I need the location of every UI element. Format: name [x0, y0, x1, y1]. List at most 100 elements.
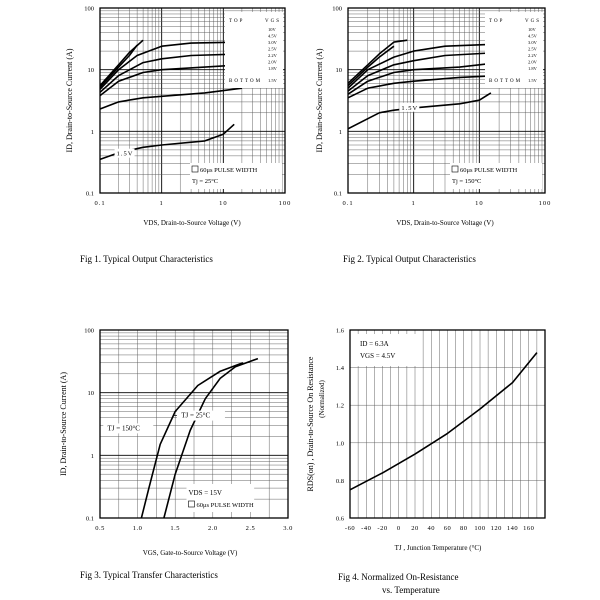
legend-entry: 4.5V [528, 34, 538, 39]
plot-frame [99, 329, 289, 519]
series-label-bg [103, 423, 154, 434]
legend-header-top: TOP [229, 19, 244, 24]
x-tick-label: 1.0 [133, 525, 143, 532]
x-tick-label: 100 [474, 525, 485, 532]
x-tick-label: 1 [160, 200, 164, 207]
series-line-3-0v [99, 41, 242, 90]
temperature-label: Tj = 150°C [452, 178, 481, 185]
series-line-10v [347, 39, 408, 84]
series-line-2-5v [347, 51, 500, 92]
legend-entry: 1.8V [528, 66, 538, 71]
chart-fig3: 0.5 1.0 1.5 2.0 2.5 3.0 0.1 1 10 100 VGS, Gate-to-… [59, 328, 293, 581]
x-tick-label: 0.1 [94, 200, 105, 207]
y-axis-label: ID, Drain-to-Source Current (A) [315, 48, 324, 152]
plot-frame [347, 7, 546, 194]
y-tick-label: 0.1 [86, 516, 94, 523]
series-group [349, 352, 538, 491]
y-tick-label: 1.6 [336, 328, 345, 335]
id-condition-label: ID = 6.3A [360, 340, 389, 348]
annotation-box [190, 163, 282, 189]
series-label-bg [176, 410, 225, 421]
x-tick-label: 100 [539, 200, 552, 207]
legend-bottom-label: BOTTOM [229, 79, 262, 84]
legend-entry: 3.0V [528, 40, 538, 45]
pulse-width-label: 60μs PULSE WIDTH [200, 167, 257, 174]
curve-label: 1.5V [401, 105, 418, 112]
legend-entry: 1.8V [268, 66, 278, 71]
x-tick-label: 160 [523, 525, 534, 532]
vds-label: VDS = 15V [188, 489, 222, 497]
x-tick-label: 2.0 [208, 525, 218, 532]
series-label-tj150: TJ = 150°C [108, 424, 141, 432]
series-line-1-5v [347, 92, 492, 130]
temperature-label: Tj = 25°C [192, 178, 218, 185]
x-tick-label: 20 [411, 525, 419, 532]
x-tick-label: 80 [460, 525, 468, 532]
x-tick-label: -60 [345, 525, 355, 532]
curve-label: 1.5V [117, 151, 134, 158]
chart-title: Fig 2. Typical Output Characteristics [343, 254, 476, 264]
plot-frame [99, 7, 286, 194]
legend-bottom-label: BOTTOM [489, 79, 522, 84]
legend-entry: 2.5V [528, 47, 538, 52]
chart-title: Fig 1. Typical Output Characteristics [80, 254, 213, 264]
vgs-condition-label: VGS = 4.5V [360, 352, 395, 360]
series-label-tj25: TJ = 25°C [181, 412, 210, 420]
y-tick-label: 10 [88, 390, 95, 397]
y-tick-label: 1 [91, 129, 94, 136]
y-tick-label: 1.0 [336, 440, 344, 447]
checkbox-icon [191, 165, 199, 173]
series-line-tj-25-c [163, 357, 259, 519]
y-tick-label: 100 [84, 6, 94, 13]
legend-box [225, 12, 283, 88]
x-tick-label: 40 [428, 525, 436, 532]
series-line-2-5v [99, 53, 242, 93]
x-tick-label: 3.0 [283, 525, 293, 532]
series-line-2-0v [347, 74, 500, 99]
pulse-width-label: 60μs PULSE WIDTH [460, 167, 517, 174]
legend-bottom-entry: 1.5V [268, 78, 278, 83]
chart-fig1: 0.1 1 10 100 0.1 1 10 100 VDS, Drain-to-Source V… [65, 6, 292, 265]
legend-entry: 3.0V [268, 40, 278, 45]
y-axis-label-2: (Normalized) [318, 379, 326, 417]
series-group [347, 39, 500, 130]
y-tick-label: 100 [84, 328, 94, 335]
x-tick-label: 2.5 [246, 525, 256, 532]
x-axis-label: VDS, Drain-to-Source Voltage (V) [143, 219, 241, 227]
y-axis-label: ID, Drain-to-Source Current (A) [65, 48, 74, 152]
pulse-width-label: 60μs PULSE WIDTH [196, 502, 253, 509]
x-tick-label: 0 [397, 525, 401, 532]
legend-entry: 2.0V [268, 60, 278, 65]
chart-title: Fig 3. Typical Transfer Characteristics [80, 570, 218, 580]
legend-entry: 2.2V [268, 53, 278, 58]
series-line-tj-150-c [140, 362, 244, 519]
chart-fig4: -60 -40 -20 0 20 40 60 80 100 120 140 160 0.6 0.8 1.0 1… [306, 328, 546, 595]
x-tick-label: 120 [491, 525, 502, 532]
y-tick-label: 100 [332, 6, 342, 13]
plot-frame [349, 329, 546, 519]
x-axis-label: VDS, Drain-to-Source Voltage (V) [396, 219, 494, 227]
x-tick-label: 100 [279, 200, 292, 207]
legend-entry: 10V [268, 27, 277, 32]
legend-bottom-entry: 1.5V [528, 78, 538, 83]
legend: TOP VGS 10V 4.5V3.0V 2.5V2.2V 2.0V1.8V BOTTOM 1… [225, 12, 283, 88]
legend-entry: 2.0V [528, 60, 538, 65]
annotation-box [354, 334, 416, 366]
y-axis-label: RDS(on) , Drain-to-Source On Resistance [306, 356, 315, 491]
series-line-2-2v [99, 64, 242, 97]
chart-title: Fig 4. Normalized On-Resistance [338, 572, 458, 582]
grid [347, 7, 546, 194]
x-tick-label: -40 [361, 525, 371, 532]
legend-entry: 4.5V [268, 34, 278, 39]
legend-header-vgs: VGS [265, 19, 281, 24]
x-tick-label: 0.5 [95, 525, 105, 532]
legend-entry: 10V [528, 27, 537, 32]
series-line-rds-on- [349, 352, 538, 491]
series-line-4-5v [347, 45, 395, 87]
x-tick-label: 60 [444, 525, 452, 532]
x-tick-label: 10 [219, 200, 228, 207]
checkbox-icon [188, 500, 195, 508]
legend-header-top: TOP [489, 19, 504, 24]
x-axis-label: VGS, Gate-to-Source Voltage (V) [143, 549, 238, 557]
